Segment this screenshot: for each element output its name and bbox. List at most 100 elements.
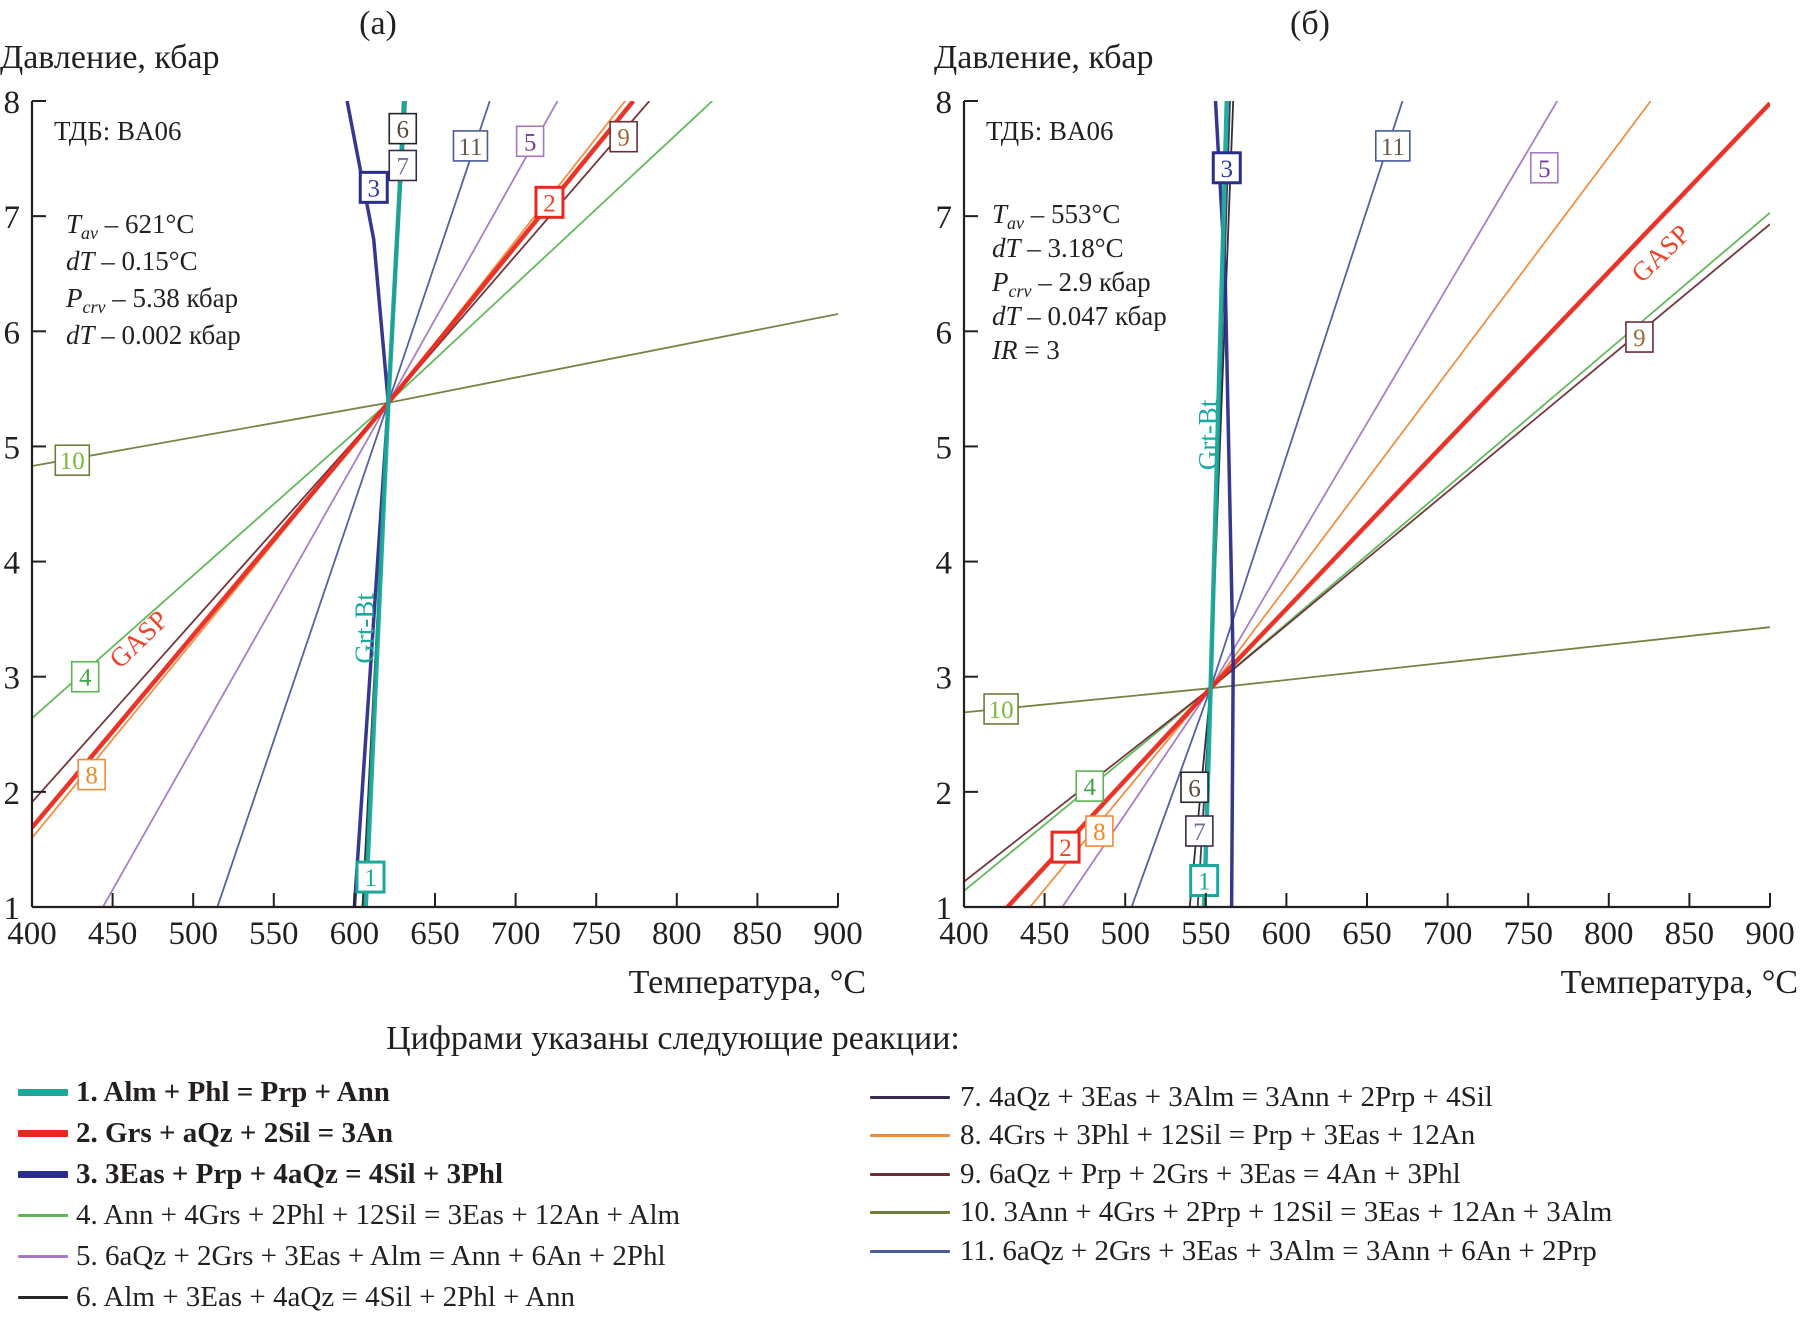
series-label-2: 2 bbox=[543, 190, 556, 217]
series-line-3 bbox=[1213, 101, 1235, 907]
series-label-11: 11 bbox=[1381, 134, 1405, 161]
series-label-box-2 bbox=[534, 185, 565, 219]
stat-value: – 3.18°C bbox=[1021, 233, 1124, 263]
x-tick-label: 900 bbox=[1745, 916, 1795, 952]
x-tick-label: 400 bbox=[939, 916, 989, 952]
stat-symbol: dT bbox=[992, 301, 1023, 331]
series-label-8: 8 bbox=[85, 763, 98, 790]
legend-swatch-9 bbox=[870, 1172, 950, 1176]
legend-item-3: 3. 3Eas + Prp + 4aQz = 4Sil + 3Phl bbox=[18, 1154, 680, 1195]
series-line-5 bbox=[1061, 101, 1558, 907]
series-label-box-10 bbox=[983, 693, 1019, 725]
series-label-6: 6 bbox=[397, 117, 410, 144]
database-label: ТДБ: BA06 bbox=[54, 116, 181, 146]
y-tick-label: 1 bbox=[4, 891, 21, 927]
x-tick-label: 600 bbox=[1262, 916, 1312, 952]
y-tick-label: 1 bbox=[936, 891, 953, 927]
series-label-box-9 bbox=[609, 120, 638, 153]
series-label-box-4 bbox=[1075, 770, 1105, 802]
series-label-10: 10 bbox=[60, 448, 85, 475]
series-label-box-1 bbox=[355, 860, 386, 894]
x-tick-label: 750 bbox=[1503, 916, 1553, 952]
series-label-box-7 bbox=[1185, 815, 1214, 847]
stat-value: – 553°C bbox=[1024, 199, 1120, 229]
legend-item-8: 8. 4Grs + 3Phl + 12Sil = Prp + 3Eas + 12… bbox=[870, 1117, 1612, 1156]
legend-label: 8. 4Grs + 3Phl + 12Sil = Prp + 3Eas + 12… bbox=[960, 1119, 1476, 1152]
series-label-box-3 bbox=[358, 170, 389, 204]
y-tick-label: 8 bbox=[936, 85, 953, 121]
legend-label: 9. 6aQz + Prp + 2Grs + 3Eas = 4An + 3Phl bbox=[960, 1157, 1461, 1190]
series-label-box-3 bbox=[1211, 151, 1242, 185]
legend-item-7: 7. 4aQz + 3Eas + 3Alm = 3Ann + 2Prp + 4S… bbox=[870, 1078, 1612, 1117]
series-label-box-1 bbox=[1189, 864, 1220, 898]
x-tick-label: 650 bbox=[1342, 916, 1392, 952]
series-label-7: 7 bbox=[1193, 819, 1206, 846]
y-tick-label: 5 bbox=[4, 430, 21, 466]
legend-item-6: 6. Alm + 3Eas + 4aQz = 4Sil + 2Phl + Ann bbox=[18, 1277, 680, 1318]
x-tick-label: 700 bbox=[491, 916, 541, 952]
y-axis-label: Давление, кбар bbox=[934, 39, 1154, 76]
x-tick-label: 900 bbox=[813, 916, 863, 952]
y-tick-label: 6 bbox=[936, 315, 953, 351]
gasp-annotation: GASP bbox=[1625, 219, 1695, 289]
series-label-box-11 bbox=[452, 130, 489, 162]
stat-line: dT – 3.18°C bbox=[992, 233, 1124, 263]
stat-symbol: IR bbox=[991, 335, 1018, 365]
series-label-box-8 bbox=[1085, 815, 1114, 847]
series-line-10 bbox=[964, 626, 1770, 714]
gasp-annotation: GASP bbox=[103, 604, 173, 674]
series-label-box-5 bbox=[515, 125, 545, 158]
stat-line: Tav – 621°C bbox=[66, 209, 194, 243]
stat-value: – 5.38 кбар bbox=[105, 283, 238, 313]
x-axis-label: Температура, °C bbox=[629, 964, 866, 1001]
y-tick-label: 8 bbox=[4, 85, 21, 121]
stat-symbol: dT bbox=[66, 320, 97, 350]
y-tick-label: 6 bbox=[4, 315, 21, 351]
stat-value: – 0.047 кбар bbox=[1021, 301, 1167, 331]
y-tick-label: 4 bbox=[936, 546, 953, 582]
series-label-box-11 bbox=[1374, 130, 1411, 162]
x-tick-label: 550 bbox=[249, 916, 299, 952]
stat-line: Pcrv – 5.38 кбар bbox=[65, 283, 238, 317]
legend-swatch-11 bbox=[870, 1249, 950, 1253]
series-label-3: 3 bbox=[367, 175, 380, 202]
x-tick-label: 800 bbox=[1584, 916, 1634, 952]
series-line-8 bbox=[1029, 101, 1652, 907]
grt-bt-annotation: Grt-Bt bbox=[350, 593, 380, 664]
stat-symbol: T bbox=[66, 209, 83, 239]
y-tick-label: 3 bbox=[936, 661, 953, 697]
x-tick-label: 450 bbox=[88, 916, 138, 952]
panel-b: (б) Давление, кбар Температура, °C GASP Grt-… bbox=[934, 5, 1798, 1001]
stat-symbol: P bbox=[991, 267, 1009, 297]
legend-label: 11. 6aQz + 2Grs + 3Eas + 3Alm = 3Ann + 6… bbox=[960, 1234, 1597, 1267]
series-label-1: 1 bbox=[364, 865, 377, 892]
y-tick-label: 5 bbox=[936, 430, 953, 466]
stat-line: dT – 0.047 кбар bbox=[992, 301, 1167, 331]
panel-a: (a) Давление, кбар Температура, °C GASP Grt-… bbox=[0, 5, 866, 1001]
database-label: ТДБ: BA06 bbox=[986, 116, 1113, 146]
legend-item-2: 2. Grs + aQz + 2Sil = 3An bbox=[18, 1113, 680, 1154]
x-tick-label: 450 bbox=[1020, 916, 1070, 952]
series-label-box-5 bbox=[1530, 151, 1559, 184]
legend-label: 1. Alm + Phl = Prp + Ann bbox=[76, 1076, 390, 1108]
series-label-2: 2 bbox=[1059, 835, 1072, 862]
stat-line: Tav – 553°C bbox=[992, 199, 1120, 233]
stat-value: – 2.9 кбар bbox=[1031, 267, 1150, 297]
series-label-1: 1 bbox=[1198, 869, 1211, 896]
stat-line: dT – 0.15°C bbox=[66, 246, 198, 276]
grt-bt-annotation: Grt-Bt bbox=[1193, 399, 1223, 470]
legend-item-9: 9. 6aQz + Prp + 2Grs + 3Eas = 4An + 3Phl bbox=[870, 1155, 1612, 1194]
x-tick-label: 500 bbox=[168, 916, 218, 952]
series-label-box-4 bbox=[70, 660, 100, 693]
legend-item-4: 4. Ann + 4Grs + 2Phl + 12Sil = 3Eas + 12… bbox=[18, 1195, 680, 1236]
series-label-8: 8 bbox=[1093, 819, 1106, 846]
series-line-11 bbox=[216, 101, 491, 907]
legend-title: Цифрами указаны следующие реакции: bbox=[386, 1020, 960, 1057]
series-label-7: 7 bbox=[397, 153, 410, 180]
x-tick-label: 600 bbox=[330, 916, 380, 952]
legend-swatch-8 bbox=[870, 1134, 950, 1138]
stat-subscript: crv bbox=[83, 297, 106, 317]
series-label-6: 6 bbox=[1188, 775, 1201, 802]
stat-line: IR = 3 bbox=[991, 335, 1060, 365]
